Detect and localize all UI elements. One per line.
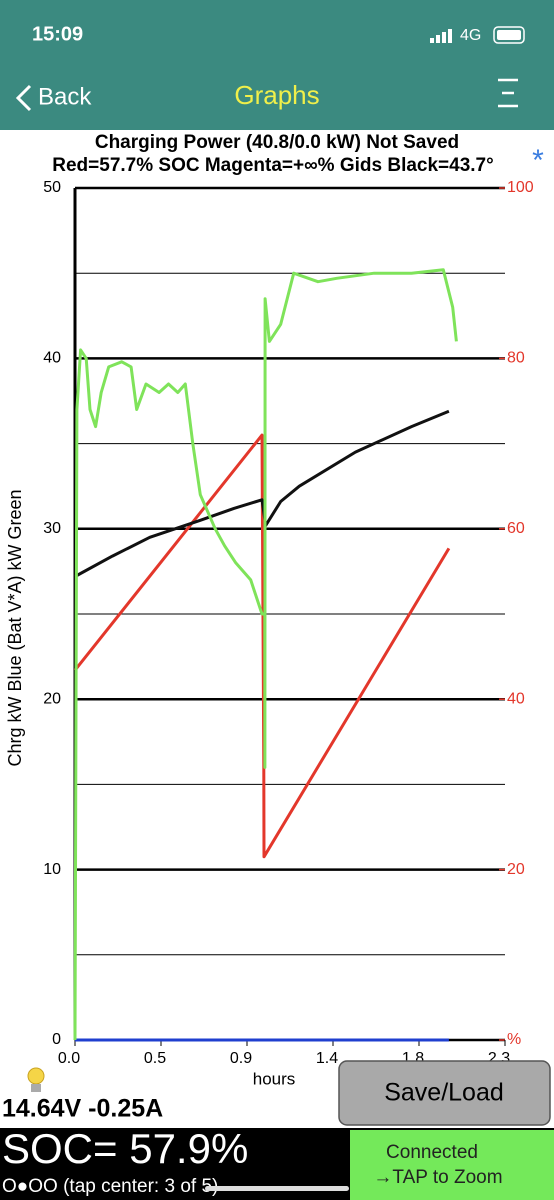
chart-title: Charging Power (40.8/0.0 kW) Not Saved [95,132,459,153]
y2-tick-label: 40 [507,690,525,707]
soc-readout: SOC= 57.9% [2,1125,248,1172]
connection-panel[interactable] [350,1130,554,1200]
back-button[interactable]: Back [38,83,92,110]
y2-tick-label: 20 [507,861,525,878]
zoom-hint[interactable]: →TAP to Zoom [373,1167,502,1188]
y-tick-label: 40 [43,350,61,367]
y2-tick-label: 60 [507,520,525,537]
series-line [73,268,458,1041]
chart-bg[interactable] [0,130,554,1128]
bulb-base [31,1084,41,1092]
x-tick-label: 1.4 [316,1050,338,1067]
bulb-icon [27,1067,45,1085]
y-tick-label: 30 [43,520,61,537]
y-tick-label: 10 [43,861,61,878]
x-tick-label: 0.5 [144,1050,166,1067]
y-tick-label: 50 [43,179,61,196]
nav-title: Graphs [234,80,319,110]
x-tick-label: 0.0 [58,1050,80,1067]
voltage-readout: 14.64V -0.25A [2,1095,163,1123]
x-axis-label: hours [253,1069,296,1088]
y-tick-label: 20 [43,690,61,707]
y2-tick-label: 100 [507,179,534,196]
back-chevron[interactable] [15,84,32,112]
status-network: 4G [460,27,481,44]
save-load-button[interactable] [338,1060,551,1126]
asterisk: * [532,144,544,177]
pager[interactable]: O●OO (tap center: 3 of 5) [2,1176,218,1197]
status-time: 15:09 [32,23,83,45]
signal-icon [430,29,452,43]
y2-tick-label: 80 [507,350,525,367]
battery-level [497,30,521,40]
y-axis-label: Chrg kW Blue (Bat V*A) kW Green [5,489,25,766]
save-load-label[interactable]: Save/Load [384,1079,504,1107]
home-indicator [205,1186,349,1191]
connection-status: Connected [386,1142,478,1163]
menu-icon[interactable] [498,78,518,108]
y2-tick-label: % [507,1031,521,1048]
battery-icon [493,26,525,44]
x-tick-label: 0.9 [230,1050,252,1067]
header-bg [0,0,554,130]
chart-subtitle: Red=57.7% SOC Magenta=+∞% Gids Black=43.… [52,155,493,176]
y-tick-label: 0 [52,1031,61,1048]
